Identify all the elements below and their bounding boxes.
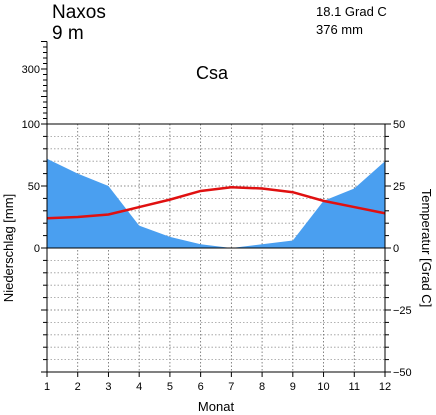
- x-tick-label: 7: [228, 381, 234, 393]
- x-tick-label: 6: [198, 381, 204, 393]
- left-axis-label: Niederschlag [mm]: [1, 194, 16, 302]
- precipitation-area: [47, 158, 385, 248]
- right-axis-label: Temperatur [Grad C]: [419, 189, 434, 308]
- right-tick-label: 0: [393, 243, 399, 255]
- station-name: Naxos: [52, 2, 106, 23]
- left-tick-label: 0: [34, 243, 40, 255]
- x-tick-label: 5: [167, 381, 173, 393]
- x-axis-label: Monat: [198, 399, 235, 414]
- x-tick-label: 1: [44, 381, 50, 393]
- temperature-line: [46, 185, 386, 220]
- upper-tick-label: 300: [22, 64, 40, 76]
- right-tick-label: −50: [393, 367, 412, 379]
- mean-temperature: 18.1 Grad C: [316, 4, 387, 19]
- climate-class: Csa: [196, 63, 229, 83]
- annual-precipitation: 376 mm: [316, 22, 363, 37]
- right-tick-label: −25: [393, 305, 412, 317]
- x-tick-label: 4: [136, 381, 142, 393]
- upper-precipitation-axis: [41, 41, 48, 125]
- x-tick-label: 3: [105, 381, 111, 393]
- axis-ticks: [41, 123, 391, 377]
- plot-area: [46, 123, 386, 373]
- station-elevation: 9 m: [52, 23, 84, 44]
- x-tick-label: 9: [290, 381, 296, 393]
- x-tick-label: 8: [259, 381, 265, 393]
- right-tick-label: 25: [393, 181, 405, 193]
- x-tick-label: 11: [349, 381, 360, 393]
- left-tick-label: 50: [28, 181, 40, 193]
- right-tick-label: 50: [393, 119, 405, 131]
- left-tick-label: 100: [22, 119, 40, 131]
- x-tick-label: 10: [317, 381, 329, 393]
- x-tick-label: 2: [75, 381, 81, 393]
- x-tick-label: 12: [379, 381, 391, 393]
